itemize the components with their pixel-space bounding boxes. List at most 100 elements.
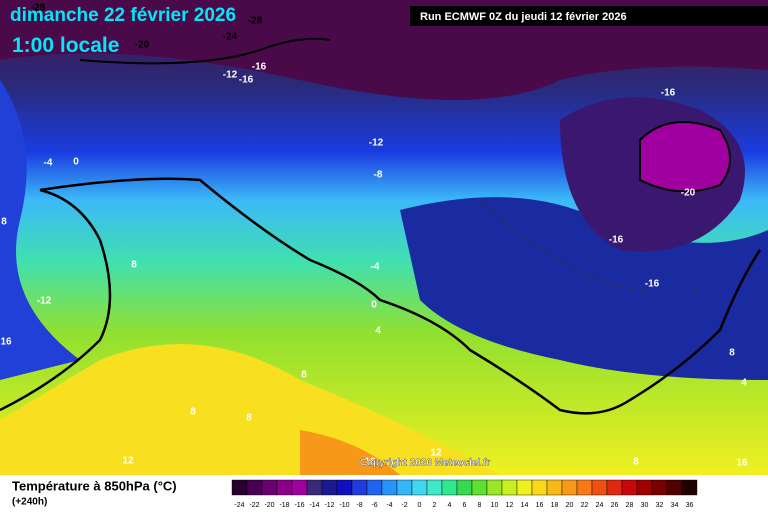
run-label: Run ECMWF 0Z du jeudi 12 février 2026 <box>420 11 627 23</box>
contour-label: 8 <box>301 370 307 381</box>
cold-pool-west <box>0 80 80 380</box>
legend-label: 0 <box>418 502 422 509</box>
legend-label: 20 <box>566 502 574 509</box>
legend-swatch <box>666 479 683 496</box>
legend-swatch <box>306 479 323 496</box>
contour-label: -16 <box>609 235 624 246</box>
contour-label: 16 <box>364 457 376 468</box>
legend-label: -2 <box>401 502 407 509</box>
legend-swatch <box>546 479 563 496</box>
zero-isotherm-west <box>0 188 112 412</box>
contour-label: 4 <box>741 378 747 389</box>
legend-swatch <box>531 479 548 496</box>
contour-label: -16 <box>645 279 660 290</box>
contour-label: 8 <box>633 457 639 468</box>
legend-swatch <box>336 479 353 496</box>
legend-swatch <box>561 479 578 496</box>
date-title: dimanche 22 février 2026 <box>10 5 236 26</box>
contour-label: 16 <box>0 337 12 348</box>
contour-label: -28 <box>248 16 263 27</box>
contour-label: -20 <box>681 188 696 199</box>
legend-swatch <box>681 479 698 496</box>
time-title: 1:00 locale <box>12 34 119 57</box>
legend-swatch <box>246 479 263 496</box>
legend-swatch <box>456 479 473 496</box>
legend-title: Température à 850hPa (°C) <box>12 478 177 493</box>
legend-swatch <box>231 479 248 496</box>
legend-swatch <box>321 479 338 496</box>
legend-label: -18 <box>279 502 289 509</box>
legend-swatch <box>606 479 623 496</box>
contour-label: -24 <box>223 32 238 43</box>
legend-swatch <box>411 479 428 496</box>
legend-label: -14 <box>309 502 319 509</box>
legend-label: 16 <box>536 502 544 509</box>
legend-swatch <box>441 479 458 496</box>
legend-swatch <box>621 479 638 496</box>
legend-swatch <box>591 479 608 496</box>
contour-label: 12 <box>430 448 442 459</box>
contour-label: -16 <box>252 62 267 73</box>
legend-label: -10 <box>339 502 349 509</box>
contour-label: -4 <box>371 262 380 273</box>
legend-label: 24 <box>596 502 604 509</box>
contour-labels: -28 -28 -24 -20 -12 -16 -16 -16 -12 -8 -… <box>0 3 748 469</box>
color-scale: -24 -22 -20 -18 -16 -14 -12 -10 -8 -6 -4 -2 0 2 4 6 8 10 1… <box>231 479 698 509</box>
warm-core <box>300 430 400 475</box>
contour-label: 0 <box>371 300 377 311</box>
legend-swatch <box>276 479 293 496</box>
legend-swatch <box>426 479 443 496</box>
cold-core <box>639 121 731 193</box>
legend-label: -20 <box>264 502 274 509</box>
legend-label: -22 <box>249 502 259 509</box>
legend-label: -6 <box>371 502 377 509</box>
contour-label: -4 <box>44 158 53 169</box>
legend-label: -8 <box>356 502 362 509</box>
contour-label: -28 <box>31 3 46 14</box>
legend-swatch <box>351 479 368 496</box>
legend-label: -12 <box>324 502 334 509</box>
contour-label: 16 <box>736 458 748 469</box>
legend-label: 2 <box>433 502 437 509</box>
legend-swatch <box>651 479 668 496</box>
contour-label: -12 <box>223 70 238 81</box>
legend-swatch <box>366 479 383 496</box>
legend-swatch <box>501 479 518 496</box>
contour-label: -20 <box>135 40 150 51</box>
legend-swatch <box>261 479 278 496</box>
coastline <box>479 199 701 293</box>
legend-swatch <box>516 479 533 496</box>
legend-label: 18 <box>551 502 559 509</box>
legend-swatch <box>381 479 398 496</box>
copyright: Copyright 2026 Meteociel.fr <box>360 458 491 469</box>
contour-label: -8 <box>374 170 383 181</box>
run-box <box>410 6 768 26</box>
legend-label: 32 <box>656 502 664 509</box>
contour-label: 0 <box>73 157 79 168</box>
legend-label: 6 <box>463 502 467 509</box>
contour-label: -16 <box>239 75 254 86</box>
contour-label: 8 <box>1 217 7 228</box>
contour-label: -12 <box>369 138 384 149</box>
contour-label: 8 <box>131 260 137 271</box>
legend-label: -4 <box>386 502 392 509</box>
legend-label: -24 <box>234 502 244 509</box>
contour-label: 12 <box>122 456 134 467</box>
contour-line <box>79 37 331 65</box>
legend-subtitle: (+240h) <box>12 497 47 508</box>
legend-label: 26 <box>611 502 619 509</box>
legend-label: 4 <box>448 502 452 509</box>
contour-label: 8 <box>246 413 252 424</box>
warm-airmass <box>0 344 500 475</box>
legend-label: -16 <box>294 502 304 509</box>
contour-label: 8 <box>729 348 735 359</box>
legend-swatch <box>291 479 308 496</box>
legend-label: 36 <box>686 502 694 509</box>
legend-swatch <box>636 479 653 496</box>
contour-label: 8 <box>190 407 196 418</box>
legend-label: 28 <box>626 502 634 509</box>
legend-swatch <box>471 479 488 496</box>
legend-label: 22 <box>581 502 589 509</box>
